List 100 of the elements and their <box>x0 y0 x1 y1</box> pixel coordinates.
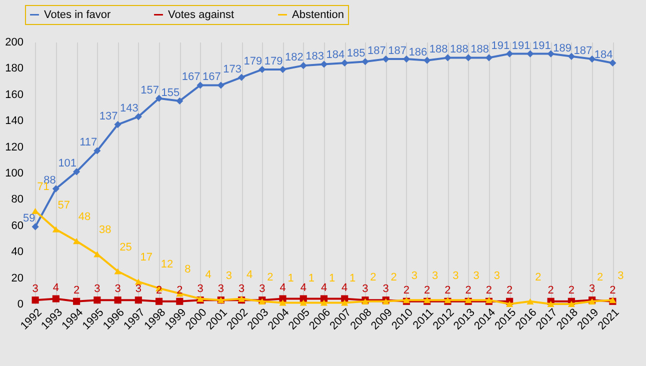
point <box>196 82 204 89</box>
data-label: 4 <box>320 282 328 294</box>
data-label: 3 <box>94 283 100 296</box>
data-label: 71 <box>37 180 50 193</box>
data-label: 117 <box>80 136 98 149</box>
y-tick-label: 0 <box>17 298 24 310</box>
data-label: 2 <box>370 271 376 284</box>
y-tick-label: 160 <box>5 88 24 101</box>
point <box>568 52 575 60</box>
data-label: 4 <box>300 282 306 294</box>
data-label: 143 <box>120 102 138 115</box>
point <box>134 296 142 304</box>
point <box>94 296 101 304</box>
y-tick-label: 40 <box>11 246 24 258</box>
data-label: 3 <box>226 270 232 282</box>
point <box>588 55 596 63</box>
data-label: 137 <box>99 110 118 123</box>
data-label: 2 <box>486 284 492 296</box>
y-tick-label: 140 <box>5 115 24 128</box>
y-tick-label: 20 <box>11 272 24 284</box>
data-label: 59 <box>23 212 36 225</box>
data-label: 48 <box>78 211 91 224</box>
data-label: 189 <box>553 42 572 54</box>
point <box>547 300 554 308</box>
data-label: 4 <box>342 282 348 294</box>
data-label: 179 <box>244 56 262 68</box>
data-label: 182 <box>285 52 304 64</box>
data-label: 25 <box>120 241 132 254</box>
point <box>526 298 534 304</box>
point <box>52 185 60 192</box>
point <box>320 300 328 306</box>
data-label: 3 <box>218 283 224 296</box>
point <box>94 147 101 154</box>
y-tick-label: 180 <box>5 62 24 75</box>
point <box>444 54 452 62</box>
data-label: 157 <box>140 84 160 96</box>
data-label: 183 <box>306 50 324 62</box>
point <box>52 295 60 302</box>
legend-label: Abstention <box>292 8 344 21</box>
point <box>73 238 80 244</box>
data-label: 191 <box>491 40 510 52</box>
point <box>156 94 163 102</box>
data-label: 2 <box>390 271 397 284</box>
data-label: 38 <box>99 224 112 236</box>
data-label: 188 <box>450 44 468 56</box>
data-label: 17 <box>140 252 153 264</box>
y-tick-label: 60 <box>11 220 24 232</box>
point <box>341 300 348 306</box>
point <box>134 113 142 120</box>
point <box>176 97 184 104</box>
data-label: 3 <box>589 283 596 296</box>
data-label: 188 <box>470 44 489 56</box>
y-tick-label: 80 <box>11 194 24 206</box>
data-label: 3 <box>114 283 121 296</box>
data-label: 2 <box>548 284 554 296</box>
data-label: 2 <box>73 284 80 296</box>
data-label: 57 <box>58 199 70 212</box>
data-label: 186 <box>408 46 428 58</box>
point <box>176 298 184 305</box>
data-label: 173 <box>223 63 242 76</box>
data-label: 188 <box>429 44 448 56</box>
data-label: 1 <box>288 272 294 285</box>
data-label: 3 <box>382 283 389 296</box>
point <box>547 50 554 58</box>
point <box>114 296 122 304</box>
data-label: 3 <box>473 270 480 282</box>
point <box>32 208 39 214</box>
data-label: 1 <box>328 272 336 285</box>
data-label: 1 <box>308 272 314 285</box>
data-label: 2 <box>444 284 451 296</box>
data-label: 3 <box>362 283 368 296</box>
data-label: 187 <box>574 45 592 58</box>
data-label: 4 <box>205 268 212 281</box>
point <box>506 300 514 308</box>
point <box>568 300 575 308</box>
point <box>32 296 39 304</box>
point <box>156 298 163 305</box>
data-label: 179 <box>264 56 283 68</box>
data-label: 167 <box>202 71 221 84</box>
data-label: 2 <box>610 284 616 296</box>
data-label: 2 <box>506 284 513 296</box>
data-label: 2 <box>535 271 542 284</box>
point <box>238 74 246 81</box>
data-label: 3 <box>259 283 266 296</box>
point <box>258 66 266 74</box>
y-tick-label: 200 <box>5 36 24 48</box>
point <box>341 59 348 66</box>
point <box>464 54 472 62</box>
data-label: 3 <box>432 270 438 282</box>
legend-label: Votes in favor <box>44 8 111 21</box>
data-label: 3 <box>452 270 459 282</box>
data-label: 3 <box>494 270 500 282</box>
data-label: 191 <box>512 40 530 52</box>
point <box>320 60 328 68</box>
data-label: 191 <box>532 40 551 52</box>
data-label: 2 <box>267 271 274 284</box>
data-label: 3 <box>197 283 204 296</box>
data-label: 3 <box>238 283 245 296</box>
point <box>32 223 39 230</box>
y-tick-label: 100 <box>5 168 24 180</box>
